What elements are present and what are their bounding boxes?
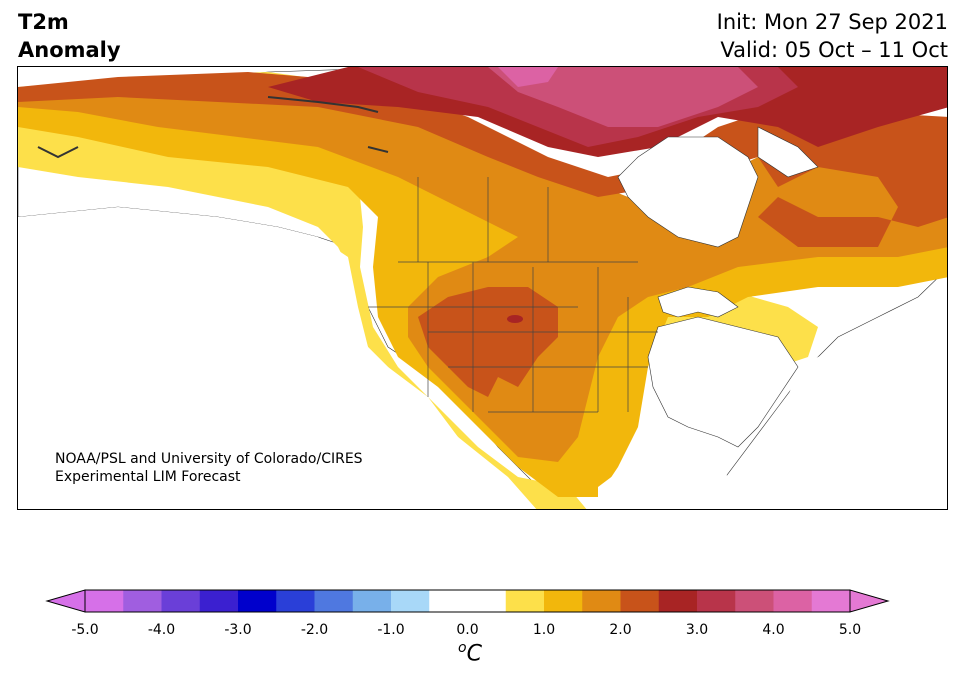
gulf-of-mexico (598, 437, 738, 509)
credit-text: NOAA/PSL and University of Colorado/CIRE… (55, 450, 363, 486)
colorbar-swatch (161, 590, 201, 612)
anomaly-band-pink (498, 67, 558, 87)
credit-line-2: Experimental LIM Forecast (55, 469, 241, 485)
political-borders (368, 177, 658, 413)
anomaly-band-magenta (488, 67, 758, 127)
colorbar-swatch (429, 590, 468, 612)
anomaly-map (18, 67, 947, 509)
colorbar-swatch (85, 590, 124, 612)
date-info: Init: Mon 27 Sep 2021 Valid: 05 Oct – 11… (717, 8, 948, 64)
colorbar-swatch (123, 590, 162, 612)
colorbar-swatch (544, 590, 583, 612)
colorbar-swatch (352, 590, 392, 612)
colorbar-swatch (582, 590, 621, 612)
pacific-ocean (18, 207, 517, 509)
init-date: Init: Mon 27 Sep 2021 (716, 10, 948, 34)
colorbar-swatch (276, 590, 315, 612)
hudson-bay (617, 136, 759, 248)
colorbar-swatch (773, 590, 813, 612)
atlantic-ocean (738, 307, 947, 509)
colorbar-swatch (238, 590, 277, 612)
colorbar-tick-label: 3.0 (685, 622, 709, 638)
great-lakes (657, 286, 739, 318)
anomaly-peak-west (507, 315, 523, 323)
colorbar-swatch (697, 590, 736, 612)
colorbar-swatch (620, 590, 660, 612)
colorbar-tick-label: 2.0 (609, 622, 632, 638)
credit-line-1: NOAA/PSL and University of Colorado/CIRE… (55, 451, 363, 467)
colorbar-tick-label: -2.0 (300, 622, 329, 638)
anomaly-core-west (418, 287, 558, 397)
unit-base: C (466, 641, 482, 667)
southeast-us-land (647, 316, 799, 448)
colorbar-tick-label: -1.0 (377, 622, 405, 638)
colorbar-swatch (811, 590, 851, 612)
colorbar-swatch (658, 590, 698, 612)
colorbar-swatch (199, 590, 239, 612)
arctic-coastline (37, 96, 389, 159)
colorbar-swatch (314, 590, 354, 612)
colorbar-tick-label: -3.0 (224, 622, 252, 638)
title-line-2: Anomaly (18, 38, 121, 62)
unit-superscript: o (458, 640, 467, 656)
colorbar-tick-label: 5.0 (838, 622, 862, 638)
colorbar-tick-label: -4.0 (147, 622, 176, 638)
colorbar-tick-label: 0.0 (456, 622, 479, 638)
colorbar-frame (84, 589, 851, 613)
anomaly-band-orange (18, 75, 947, 462)
anomaly-band-red-orange (18, 72, 947, 247)
colorbar-swatch (505, 590, 545, 612)
colorbar-swatch (467, 590, 507, 612)
colorbar-swatch (391, 590, 430, 612)
anomaly-band-yellow (18, 72, 587, 509)
valid-date: Valid: 05 Oct – 11 Oct (720, 38, 948, 62)
map-panel (17, 66, 948, 510)
title-line-1: T2m (18, 10, 69, 34)
colorbar-extend-min (45, 589, 86, 613)
colorbar (45, 589, 890, 613)
colorbar-tick-label: -5.0 (71, 622, 99, 638)
baffin-water (757, 126, 819, 178)
colorbar-extend-max (849, 589, 890, 613)
colorbar-tick-label: 4.0 (762, 622, 785, 638)
colorbar-unit: oC (440, 640, 500, 666)
map-title: T2m Anomaly (18, 8, 121, 64)
colorbar-swatch (735, 590, 774, 612)
colorbar-tick-label: 1.0 (532, 622, 556, 638)
